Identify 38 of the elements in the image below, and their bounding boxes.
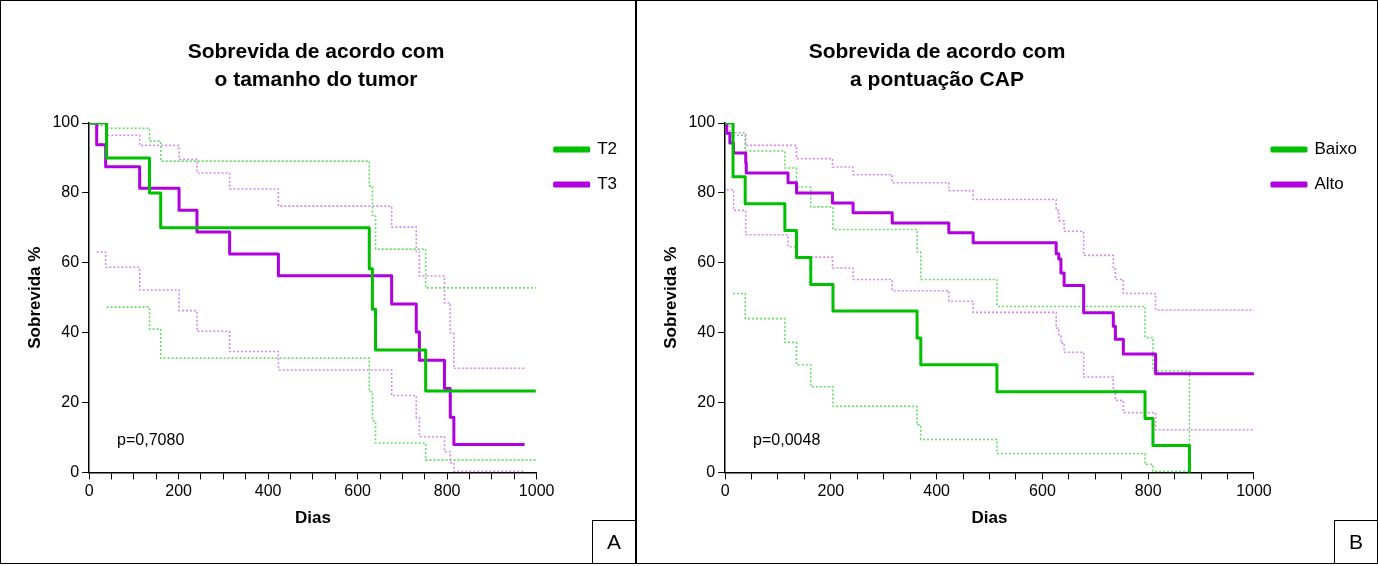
text: B — [1334, 520, 1377, 563]
y-tick-label: 20 — [697, 392, 716, 410]
x-tick-label: 400 — [254, 482, 282, 500]
text: A — [592, 520, 635, 563]
x-tick-label: 600 — [344, 482, 372, 500]
x-tick-label: 1000 — [1236, 482, 1272, 500]
legend-label: Baixo — [1314, 139, 1358, 159]
y-axis-title: Sobrevida % — [660, 246, 680, 349]
y-tick-label: 20 — [61, 392, 80, 410]
chart-title: Sobrevida de acordo com a pontuação CAP — [807, 38, 1067, 92]
x-tick-label: 0 — [84, 482, 94, 500]
chart-title: Sobrevida de acordo com o tamanho do tumor — [186, 38, 446, 92]
y-tick-label: 40 — [697, 323, 716, 341]
x-tick-label: 0 — [720, 482, 730, 500]
y-tick-label: 100 — [52, 113, 80, 131]
x-tick-label: 600 — [1029, 482, 1056, 500]
x-tick-label: 800 — [433, 482, 461, 500]
annotation: p=0,7080 — [117, 431, 185, 449]
y-tick-label: 60 — [61, 253, 80, 271]
x-tick-label: 1000 — [518, 482, 555, 500]
legend-label: T3 — [597, 174, 617, 194]
y-tick-label: 100 — [688, 113, 716, 131]
y-tick-label: 0 — [70, 462, 80, 480]
y-tick-label: 60 — [697, 253, 716, 271]
x-axis-title: Dias — [294, 508, 331, 528]
legend-label: Alto — [1314, 174, 1344, 194]
y-tick-label: 40 — [61, 323, 80, 341]
legend-label: T2 — [597, 139, 617, 159]
y-tick-label: 80 — [697, 183, 716, 201]
x-tick-label: 800 — [1134, 482, 1162, 500]
annotation: p=0,0048 — [753, 431, 821, 449]
x-tick-label: 200 — [817, 482, 845, 500]
x-tick-label: 400 — [923, 482, 951, 500]
x-axis-title: Dias — [971, 508, 1008, 528]
y-axis-title: Sobrevida % — [24, 246, 44, 349]
y-tick-label: 80 — [61, 183, 80, 201]
y-tick-label: 0 — [706, 462, 716, 480]
x-tick-label: 200 — [165, 482, 193, 500]
